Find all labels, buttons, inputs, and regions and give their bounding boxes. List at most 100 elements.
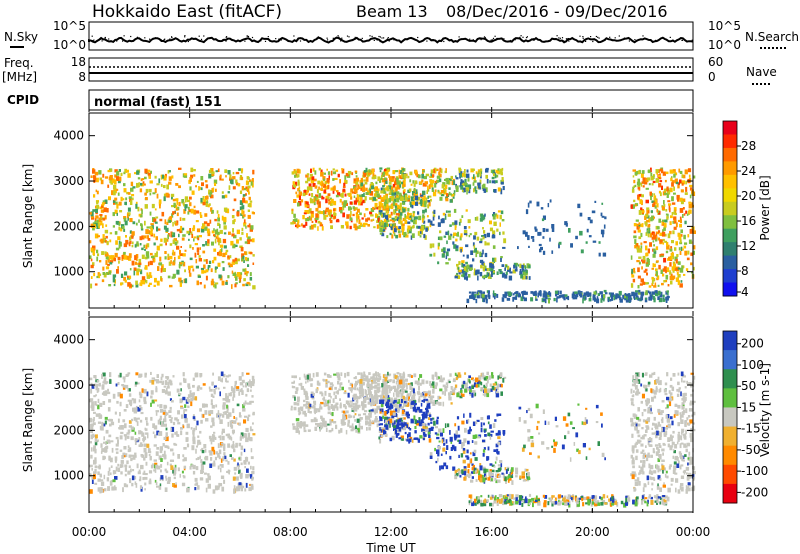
range-gate-cell <box>326 178 330 183</box>
range-gate-cell <box>349 213 352 217</box>
range-gate-cell <box>638 236 642 240</box>
range-gate-cell <box>206 195 209 200</box>
range-gate-cell <box>202 383 206 386</box>
range-gate-cell <box>654 282 657 287</box>
range-gate-cell <box>172 421 176 426</box>
range-gate-cell <box>448 393 451 399</box>
range-gate-cell <box>98 217 102 222</box>
range-gate-cell <box>298 200 302 206</box>
range-gate-cell <box>473 268 476 273</box>
range-gate-cell <box>247 236 251 240</box>
range-gate-cell <box>421 217 424 223</box>
range-gate-cell <box>404 438 408 441</box>
range-gate-cell <box>92 419 95 423</box>
range-gate-cell <box>192 268 195 272</box>
range-gate-cell <box>661 205 665 210</box>
range-gate-cell <box>465 187 470 192</box>
range-gate-cell <box>462 254 465 257</box>
range-gate-cell <box>607 298 610 303</box>
range-gate-cell <box>188 238 190 241</box>
range-gate-cell <box>129 403 132 407</box>
range-gate-cell <box>682 248 684 251</box>
range-gate-cell <box>135 222 138 226</box>
range-gate-cell <box>400 181 403 185</box>
range-gate-cell <box>670 246 673 249</box>
range-gate-cell <box>342 410 346 414</box>
range-gate-cell <box>112 393 116 399</box>
range-gate-cell <box>356 208 360 213</box>
range-gate-cell <box>120 459 124 464</box>
range-gate-cell <box>429 396 433 401</box>
range-gate-cell <box>335 194 339 198</box>
range-gate-cell <box>665 209 668 212</box>
range-gate-cell <box>236 272 241 277</box>
range-gate-cell <box>242 283 245 287</box>
range-gate-cell <box>155 412 158 416</box>
range-gate-cell <box>223 225 227 230</box>
nsearch-point <box>169 39 171 41</box>
range-gate-cell <box>433 168 435 174</box>
range-gate-cell <box>512 269 516 274</box>
nsearch-point <box>327 39 329 41</box>
range-gate-cell <box>355 214 360 219</box>
range-gate-cell <box>196 386 200 392</box>
range-gate-cell <box>427 422 430 426</box>
range-gate-cell <box>220 379 222 382</box>
range-gate-cell <box>329 418 332 423</box>
range-gate-cell <box>378 423 381 426</box>
range-gate-cell <box>398 213 401 218</box>
range-gate-cell <box>378 207 382 211</box>
range-gate-cell <box>184 278 188 284</box>
range-gate-cell <box>149 451 152 454</box>
range-gate-cell <box>247 383 251 387</box>
range-gate-cell <box>225 433 229 437</box>
nsearch-point <box>373 39 375 41</box>
range-gate-cell <box>340 210 343 214</box>
range-gate-cell <box>496 228 499 232</box>
range-gate-cell <box>112 479 116 483</box>
range-gate-cell <box>109 260 114 263</box>
range-gate-cell <box>173 467 177 471</box>
range-gate-cell <box>648 183 651 186</box>
range-gate-cell <box>348 402 350 408</box>
range-gate-cell <box>358 413 361 417</box>
range-gate-cell <box>354 408 356 412</box>
range-gate-cell <box>395 390 398 395</box>
range-gate-cell <box>115 188 119 191</box>
range-gate-cell <box>684 192 688 195</box>
range-gate-cell <box>386 389 389 394</box>
range-gate-cell <box>342 414 345 419</box>
range-gate-cell <box>681 182 684 186</box>
range-gate-cell <box>243 402 246 406</box>
range-gate-cell <box>123 446 127 450</box>
range-gate-cell <box>391 217 395 220</box>
range-gate-cell <box>494 213 498 217</box>
range-gate-cell <box>161 374 164 378</box>
range-gate-cell <box>191 233 194 238</box>
range-gate-cell <box>160 376 163 381</box>
range-gate-cell <box>380 427 384 430</box>
range-gate-cell <box>113 190 116 196</box>
range-gate-cell <box>306 210 310 214</box>
range-gate-cell <box>190 401 193 407</box>
range-gate-cell <box>423 233 426 239</box>
range-gate-cell <box>384 393 388 398</box>
range-gate-cell <box>502 246 506 249</box>
range-gate-cell <box>406 414 409 417</box>
range-gate-cell <box>330 395 332 399</box>
range-gate-cell <box>653 201 656 206</box>
range-gate-cell <box>227 170 231 175</box>
range-gate-cell <box>178 393 182 396</box>
range-gate-cell <box>662 171 666 176</box>
range-gate-cell <box>556 296 560 299</box>
range-gate-cell <box>172 239 176 244</box>
range-gate-cell <box>655 169 659 173</box>
range-gate-cell <box>231 215 235 219</box>
range-gate-cell <box>458 269 462 273</box>
range-gate-cell <box>142 472 145 475</box>
range-gate-cell <box>593 291 597 295</box>
range-gate-cell <box>693 245 696 250</box>
range-gate-cell <box>647 261 650 266</box>
range-gate-cell <box>249 272 252 276</box>
range-gate-cell <box>448 396 452 401</box>
